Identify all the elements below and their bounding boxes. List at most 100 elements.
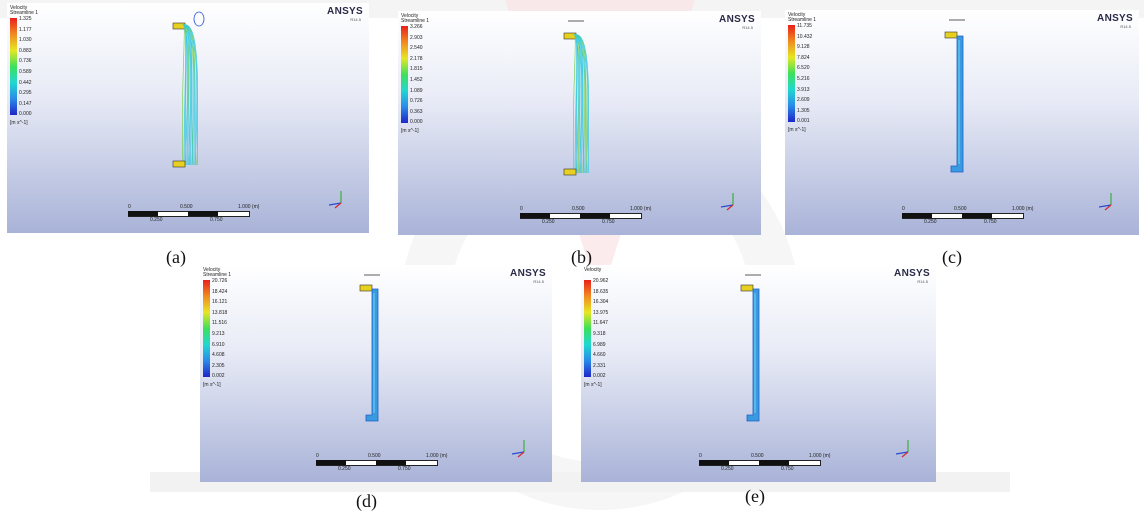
colorbar-tick-label: 11.647 — [593, 320, 608, 327]
colorbar-tick-label: 1.177 — [19, 26, 32, 33]
colorbar-tick-label: 2.609 — [797, 97, 810, 104]
streamlines — [181, 24, 199, 166]
scale-bar-segment — [316, 460, 346, 465]
scale-bar-label: 0.750 — [984, 219, 997, 225]
colorbar-tick-label: 10.432 — [797, 33, 813, 40]
legend-variable: Velocity — [788, 12, 806, 18]
legend-subtitle: Streamline 1 — [788, 17, 817, 24]
legend-title: Velocity Streamline 1 — [401, 13, 429, 25]
legend-subtitle: Streamline 1 — [10, 10, 39, 17]
scale-bar-label: 1.000 (m) — [809, 453, 831, 459]
legend-variable: Velocity — [401, 13, 419, 19]
colorbar-tick-label: 1.030 — [19, 37, 32, 44]
cfd-panel-c: Velocity Streamline 1 11.735 10.432 9.128 7.8… — [785, 10, 1139, 235]
scale-bar-segment — [520, 213, 550, 218]
scale-bar-label: 0.750 — [210, 217, 223, 223]
scale-bar-segment — [128, 211, 158, 216]
colorbar-tick-label: 0.001 — [797, 118, 810, 125]
axis-triad — [895, 440, 909, 458]
streamline-plot — [359, 274, 525, 458]
colorbar-tick-label: 3.913 — [797, 86, 810, 93]
ansys-logo: ANSYS — [1097, 13, 1133, 24]
scale-bar-label: 1.000 (m) — [630, 206, 652, 212]
colorbar-tick-label: 0.002 — [593, 373, 606, 380]
scale-bar-segment — [188, 211, 218, 216]
colorbar-ticks: 20.726 18.424 16.121 13.818 11.516 9.213 6.910… — [212, 278, 252, 380]
colorbar-ticks: 20.962 18.635 16.304 13.975 11.647 9.318 6.989… — [593, 278, 633, 380]
legend-variable: Velocity — [584, 267, 602, 273]
legend-title: Velocity Streamline 1 — [788, 12, 817, 24]
colorbar-tick-label: 9.128 — [797, 44, 810, 51]
colorbar-tick-label: 0.295 — [19, 90, 32, 97]
colorbar — [10, 18, 17, 115]
streamline-plot — [740, 274, 909, 458]
ansys-logo: ANSYS — [510, 268, 546, 279]
scale-bar-label: 0.250 — [542, 219, 555, 225]
inlet-stub — [172, 22, 186, 30]
colorbar-tick-label: 1.305 — [797, 107, 810, 114]
colorbar-tick-label: 0.883 — [19, 47, 32, 54]
colorbar-tick-label: 0.589 — [19, 69, 32, 75]
scale-bar-label: 0 — [316, 453, 319, 459]
colorbar-tick-label: 6.910 — [212, 341, 225, 348]
scale-bar-label: 0.500 — [368, 453, 381, 459]
cfd-panel-b: Velocity Streamline 1 3.266 2.903 2.540 2.178… — [398, 11, 761, 235]
scale-bar: 0 0.500 1.000 (m) 0.250 0.750 — [699, 452, 849, 474]
colorbar-tick-label: 11.516 — [212, 320, 227, 327]
colorbar-tick-label: 20.726 — [212, 278, 228, 284]
cfd-panel-d: Velocity Streamline 1 20.726 18.424 16.121 13… — [200, 265, 552, 482]
colorbar-tick-label: 0.000 — [19, 111, 32, 118]
caption-d: (d) — [356, 491, 377, 511]
colorbar-tick-label: 0.363 — [410, 108, 423, 115]
colorbar-unit: [m s^-1] — [788, 127, 806, 133]
legend-variable: Velocity — [10, 5, 28, 11]
colorbar-tick-label: 11.735 — [797, 23, 812, 29]
ansys-version: R14.5 — [1120, 24, 1131, 29]
scale-bar-label: 1.000 (m) — [426, 453, 448, 459]
colorbar-tick-label: 5.216 — [797, 76, 810, 82]
caption-a: (a) — [166, 247, 186, 267]
scale-bar-label: 0.500 — [572, 206, 585, 212]
scale-bar-label: 0.250 — [150, 217, 163, 223]
legend-variable: Velocity — [203, 267, 221, 273]
scale-bar: 0 0.500 1.000 (m) 0.250 0.750 — [128, 203, 278, 225]
caption-b: (b) — [571, 247, 592, 267]
scale-bar-segment — [902, 213, 932, 218]
axis-triad — [328, 191, 342, 209]
axis-triad — [720, 193, 734, 211]
scale-bar: 0 0.500 1.000 (m) 0.250 0.750 — [316, 452, 466, 474]
colorbar-ticks: 3.266 2.903 2.540 2.178 1.815 1.452 1.089 0.726… — [410, 24, 450, 126]
cfd-panel-a: Velocity Streamline 1 1.325 1.177 1.030 0.883… — [7, 3, 369, 233]
streamline-tube — [950, 35, 964, 173]
colorbar-tick-label: 13.818 — [212, 309, 228, 316]
axis-triad — [1098, 193, 1112, 211]
scale-bar-label: 0 — [520, 206, 523, 212]
scale-bar-label: 0 — [128, 204, 131, 210]
colorbar-tick-label: 0.147 — [19, 100, 32, 107]
ansys-logo: ANSYS — [894, 268, 930, 279]
colorbar-tick-label: 6.520 — [797, 65, 810, 72]
inlet-stub — [359, 284, 373, 292]
colorbar-tick-label: 18.424 — [212, 288, 228, 295]
colorbar — [203, 280, 210, 377]
colorbar-unit: [m s^-1] — [584, 382, 602, 388]
scale-bar-label: 0.250 — [924, 219, 937, 225]
colorbar-unit: [m s^-1] — [10, 120, 28, 126]
legend-subtitle: Streamline 1 — [203, 272, 232, 279]
scale-bar-label: 0.750 — [781, 466, 794, 472]
scale-bar-label: 0.500 — [954, 206, 967, 212]
colorbar-tick-label: 2.331 — [593, 362, 606, 369]
colorbar-tick-label: 0.442 — [19, 79, 32, 86]
inlet-stub — [563, 32, 577, 40]
scale-bar: 0 0.500 1.000 (m) 0.250 0.750 — [902, 205, 1052, 227]
colorbar-unit: [m s^-1] — [203, 382, 221, 388]
streamline-plot — [944, 19, 1112, 211]
scale-bar-segment — [759, 460, 789, 465]
legend-title: Velocity Streamline 1 — [203, 267, 232, 279]
scale-bar-label: 0 — [699, 453, 702, 459]
scale-bar-label: 0.250 — [721, 466, 734, 472]
ansys-logo: ANSYS — [327, 6, 363, 17]
colorbar-tick-label: 3.266 — [410, 24, 423, 30]
colorbar-tick-label: 9.213 — [212, 331, 225, 337]
scale-bar-segment — [376, 460, 406, 465]
